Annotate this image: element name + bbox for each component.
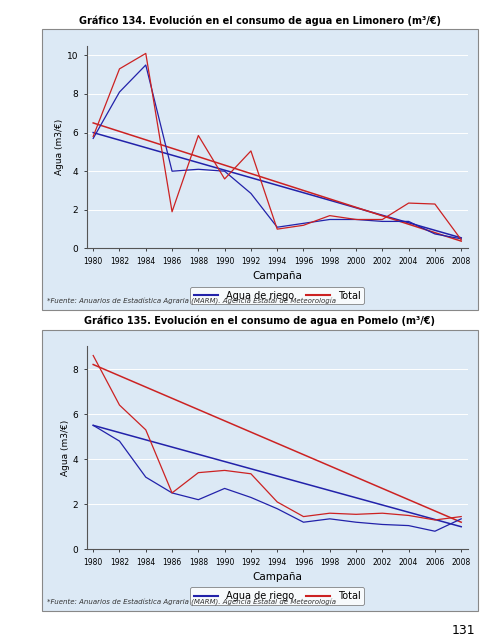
X-axis label: Campaña: Campaña: [252, 572, 302, 582]
Legend: Agua de riego, Total: Agua de riego, Total: [190, 287, 364, 305]
Y-axis label: Agua (m3/€): Agua (m3/€): [55, 119, 64, 175]
Y-axis label: Agua (m3/€): Agua (m3/€): [61, 420, 70, 476]
X-axis label: Campaña: Campaña: [252, 271, 302, 282]
Text: *Fuente: Anuarios de Estadística Agraria (MARM). Agencia Estatal de Meteorología: *Fuente: Anuarios de Estadística Agraria…: [47, 599, 336, 606]
Text: *Fuente: Anuarios de Estadística Agraria (MARM). Agencia Estatal de Meteorología: *Fuente: Anuarios de Estadística Agraria…: [47, 298, 336, 305]
Legend: Agua de riego, Total: Agua de riego, Total: [190, 588, 364, 605]
Text: Gráfico 134. Evolución en el consumo de agua en Limonero (m³/€): Gráfico 134. Evolución en el consumo de …: [79, 15, 441, 26]
Text: 131: 131: [451, 624, 475, 637]
Text: Gráfico 135. Evolución en el consumo de agua en Pomelo (m³/€): Gráfico 135. Evolución en el consumo de …: [84, 316, 436, 326]
